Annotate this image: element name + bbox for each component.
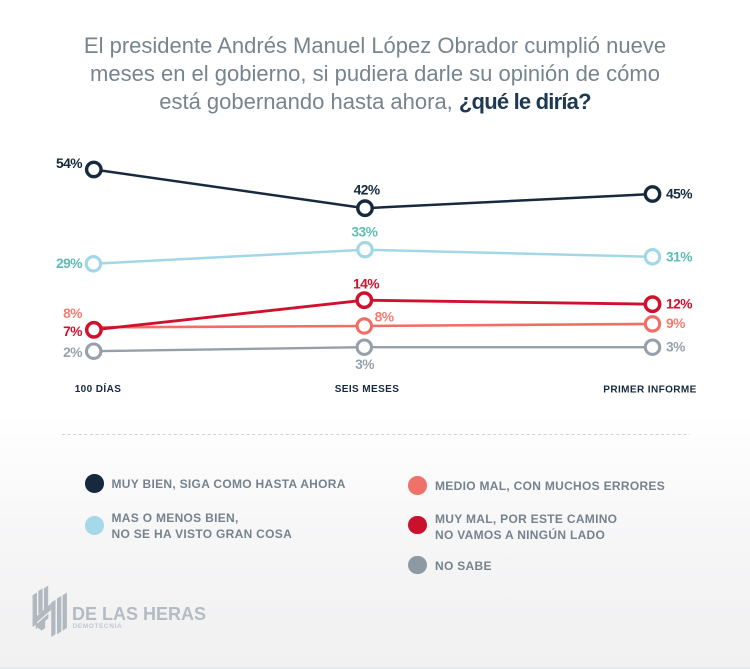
svg-text:PRIMER INFORME: PRIMER INFORME bbox=[603, 385, 696, 396]
svg-text:31%: 31% bbox=[666, 249, 692, 264]
svg-text:2%: 2% bbox=[63, 345, 82, 360]
svg-text:SEIS MESES: SEIS MESES bbox=[335, 384, 400, 395]
svg-text:42%: 42% bbox=[354, 183, 380, 198]
svg-text:7%: 7% bbox=[63, 324, 82, 339]
svg-text:8%: 8% bbox=[375, 310, 394, 325]
svg-text:8%: 8% bbox=[63, 306, 82, 321]
svg-text:33%: 33% bbox=[351, 225, 377, 240]
svg-text:3%: 3% bbox=[355, 357, 374, 372]
svg-text:3%: 3% bbox=[666, 340, 685, 355]
svg-text:9%: 9% bbox=[666, 316, 685, 331]
svg-text:54%: 54% bbox=[56, 156, 82, 171]
svg-text:45%: 45% bbox=[666, 187, 692, 202]
svg-text:12%: 12% bbox=[666, 297, 692, 312]
svg-text:29%: 29% bbox=[56, 256, 82, 271]
svg-text:14%: 14% bbox=[353, 277, 379, 292]
svg-text:100 DÍAS: 100 DÍAS bbox=[75, 382, 122, 395]
